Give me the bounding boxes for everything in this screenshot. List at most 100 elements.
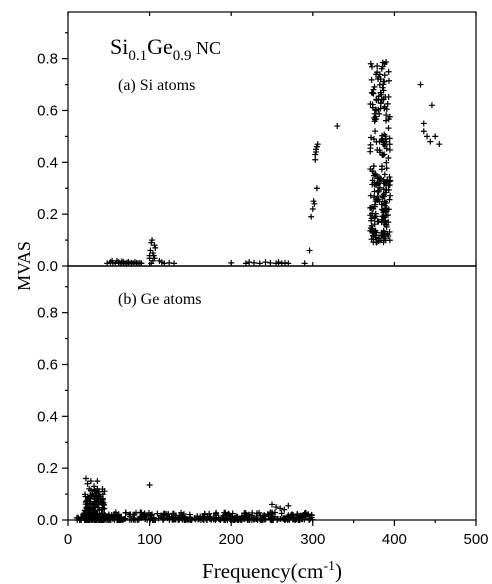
band-point-b: [103, 516, 110, 523]
cluster-point-a: [386, 228, 393, 235]
cluster-point-a: [386, 141, 393, 148]
y-tick-label-a: 0.8: [37, 51, 58, 68]
data-point-a: [275, 259, 282, 266]
band-point-b: [301, 510, 308, 517]
band-point-b: [227, 516, 234, 523]
cluster-point-a: [386, 174, 393, 181]
data-point-a: [432, 133, 439, 140]
data-point-a: [246, 259, 253, 266]
band-point-b: [286, 515, 293, 522]
cluster-point-a: [368, 76, 375, 83]
cluster-point-a: [371, 201, 378, 208]
data-point-a: [312, 156, 319, 163]
cluster-point-a: [371, 83, 378, 90]
band-point-b: [243, 515, 250, 522]
data-point-a: [308, 213, 315, 220]
data-point-b: [84, 480, 91, 487]
cluster-point-a: [370, 163, 377, 170]
cluster-point-a: [378, 91, 385, 98]
band-point-b: [249, 509, 256, 516]
band-point-b: [175, 516, 182, 523]
cluster-point-a: [386, 135, 393, 142]
band-point-b: [289, 511, 296, 518]
cluster-point-a: [372, 213, 379, 220]
data-point-a: [417, 81, 424, 88]
cluster-point-b: [94, 492, 101, 499]
cluster-point-a: [371, 188, 378, 195]
cluster-point-a: [368, 89, 375, 96]
cluster-point-a: [367, 212, 374, 219]
cluster-point-a: [385, 116, 392, 123]
band-point-b: [139, 514, 146, 521]
cluster-point-b: [99, 495, 106, 502]
band-point-b: [126, 511, 133, 518]
cluster-point-a: [374, 69, 381, 76]
axes: 0.0 0.2 0.4 0.6 0.8 0.0 0.2 0.4 0.6 0.8 0 100 200 300…: [37, 12, 489, 548]
band-point-b: [192, 515, 199, 522]
cluster-point-a: [372, 128, 379, 135]
band-point-b: [274, 516, 281, 523]
cluster-point-a: [379, 132, 386, 139]
band-point-b: [152, 516, 159, 523]
cluster-point-a: [381, 171, 388, 178]
data-point-a: [313, 148, 320, 155]
y-tick-label-b: 0.4: [37, 408, 58, 425]
cluster-point-a: [382, 231, 389, 238]
band-point-b: [180, 511, 187, 518]
band-point-b: [98, 517, 105, 523]
cluster-point-a: [367, 141, 374, 148]
cluster-point-a: [383, 165, 390, 172]
y-tick-label-a: 0.4: [37, 154, 58, 171]
data-point-a: [267, 259, 274, 266]
data-point-a: [311, 200, 318, 207]
band-point-b: [305, 511, 312, 518]
cluster-point-a: [367, 60, 374, 67]
data-point-a: [436, 141, 443, 148]
cluster-point-a: [386, 237, 393, 244]
band-point-b: [291, 516, 298, 523]
data-point-b: [281, 506, 288, 513]
cluster-point-a: [386, 196, 393, 203]
band-point-b: [261, 516, 268, 523]
band-point-b: [131, 511, 138, 518]
band-point-b: [296, 516, 303, 523]
band-point-b: [108, 512, 115, 519]
band-point-b: [155, 515, 162, 522]
x-tick-label: 500: [463, 531, 488, 548]
band-point-b: [159, 516, 166, 523]
data-point-a: [152, 244, 159, 251]
band-point-b: [306, 517, 313, 523]
cluster-point-b: [92, 501, 99, 508]
band-point-b: [82, 511, 89, 518]
data-point-a: [314, 141, 321, 148]
cluster-point-a: [385, 186, 392, 193]
band-point-b: [242, 509, 249, 516]
cluster-point-a: [378, 163, 385, 170]
cluster-point-a: [367, 192, 374, 199]
data-point-a: [309, 205, 316, 212]
panel-b-label: (b) Ge atoms: [118, 291, 202, 308]
band-point-b: [99, 511, 106, 518]
chart-title: Si0.1Ge0.9 NC: [110, 34, 221, 64]
cluster-point-b: [91, 495, 98, 502]
cluster-point-a: [386, 146, 393, 153]
data-point-a: [306, 247, 313, 254]
band-point-b: [253, 516, 260, 522]
cluster-point-a: [383, 212, 390, 219]
cluster-point-a: [381, 78, 388, 85]
data-point-a: [125, 258, 132, 265]
band-point-b: [122, 510, 129, 517]
data-point-a: [427, 138, 434, 145]
band-point-b: [165, 511, 172, 518]
cluster-point-a: [370, 86, 377, 93]
cluster-point-a: [374, 218, 381, 225]
cluster-point-a: [385, 68, 392, 75]
band-point-b: [234, 513, 241, 520]
band-point-b: [117, 516, 124, 523]
band-point-b: [278, 510, 285, 517]
cluster-point-a: [382, 94, 389, 101]
cluster-point-a: [383, 112, 390, 119]
band-point-b: [109, 515, 116, 522]
cluster-point-b: [87, 487, 94, 494]
cluster-point-a: [385, 77, 392, 84]
